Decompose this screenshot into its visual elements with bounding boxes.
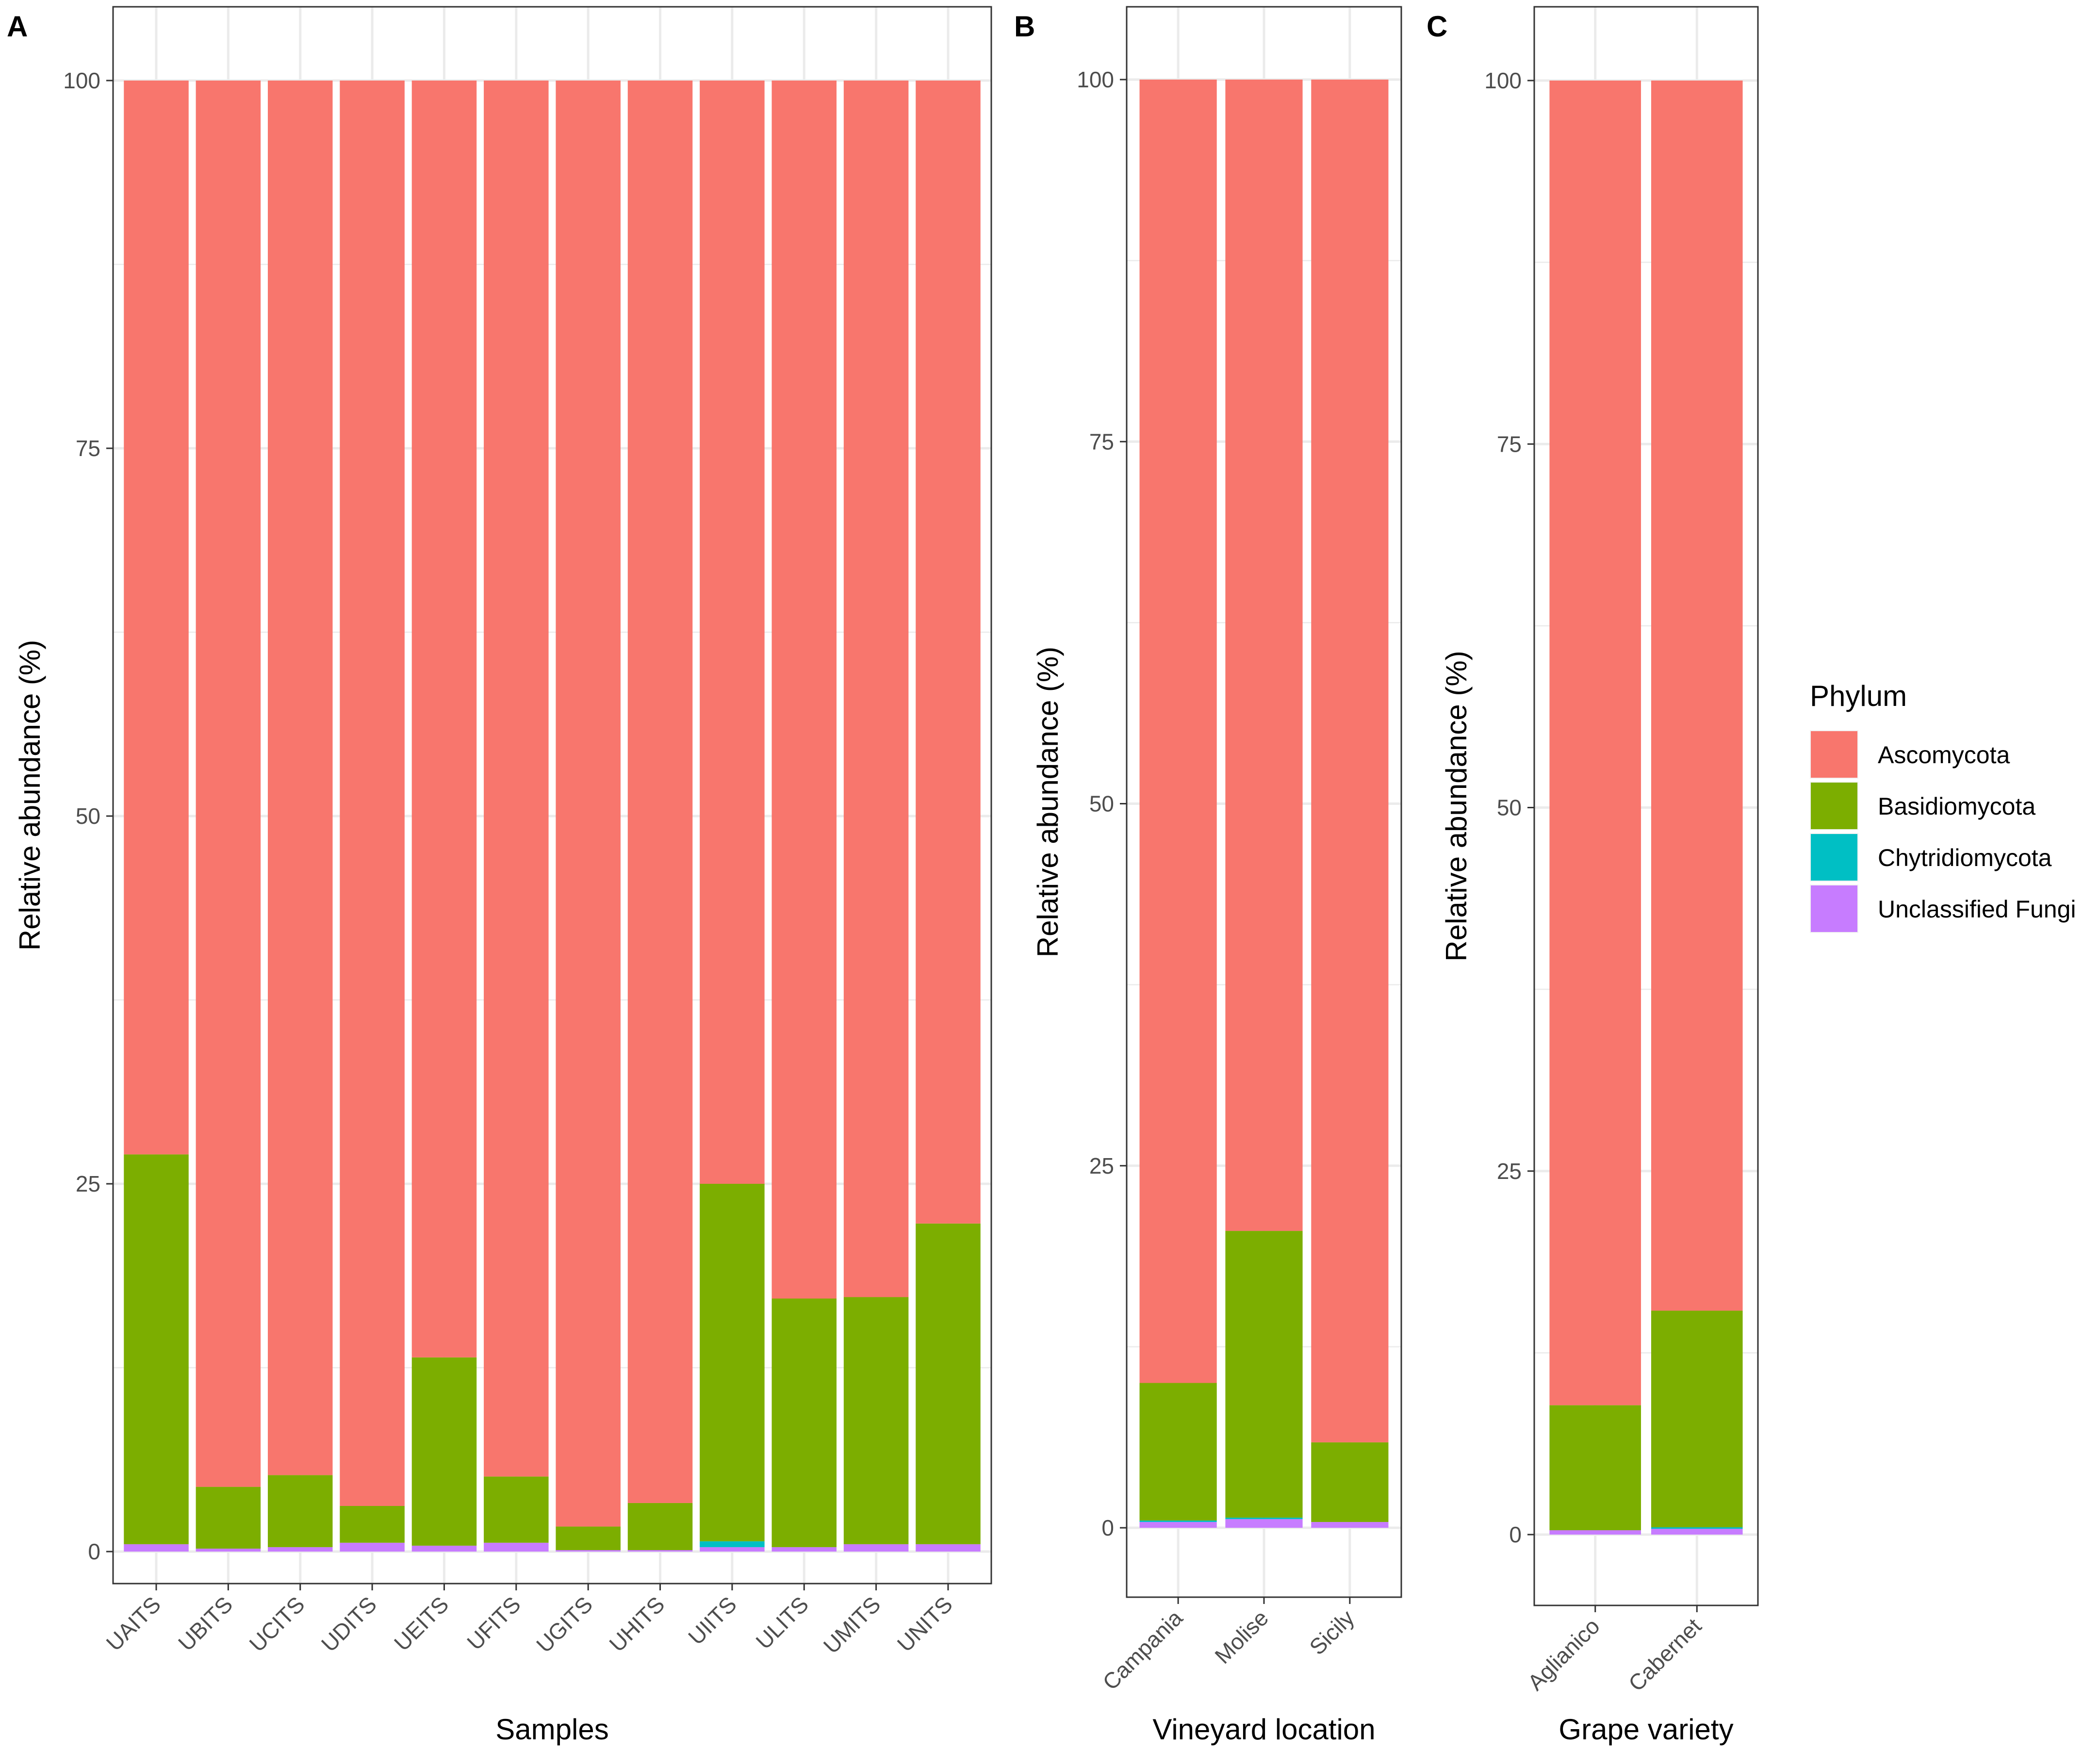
bar-segment-unclassified-fungi	[1549, 1530, 1641, 1535]
y-tick-label: 75	[1089, 429, 1114, 454]
legend-label: Basidiomycota	[1878, 793, 2035, 820]
bar-segment-ascomycota	[771, 81, 837, 1299]
legend-title: Phylum	[1810, 680, 1907, 712]
legend-label: Ascomycota	[1878, 741, 2010, 769]
bar-segment-chytridiomycota	[1139, 1521, 1217, 1522]
bar-segment-basidiomycota	[1139, 1383, 1217, 1521]
bar-segment-ascomycota	[196, 81, 261, 1487]
bar-segment-ascomycota	[700, 81, 765, 1184]
bar-segment-basidiomycota	[1225, 1231, 1303, 1518]
bar-segment-ascomycota	[124, 81, 189, 1155]
bar-segment-basidiomycota	[916, 1223, 981, 1544]
y-tick-label: 50	[1089, 791, 1114, 817]
bar-segment-chytridiomycota	[1651, 1527, 1743, 1529]
y-tick-label: 0	[1101, 1515, 1114, 1540]
bar-segment-unclassified-fungi	[1651, 1529, 1743, 1535]
x-axis-title: Vineyard location	[1152, 1713, 1375, 1746]
bar-segment-basidiomycota	[627, 1503, 693, 1550]
bar-segment-basidiomycota	[196, 1487, 261, 1549]
bar-segment-ascomycota	[1225, 80, 1303, 1231]
panel-border	[1533, 6, 1759, 1606]
y-tick-label: 25	[1497, 1159, 1522, 1184]
bar-segment-ascomycota	[916, 81, 981, 1224]
legend-key-ascomycota	[1811, 731, 1857, 778]
y-tick-label: 75	[76, 436, 100, 461]
bar-segment-unclassified-fungi	[700, 1547, 765, 1552]
bar-segment-ascomycota	[1139, 80, 1217, 1383]
y-tick-label: 75	[1497, 431, 1522, 457]
bar-segment-basidiomycota	[1311, 1442, 1389, 1522]
legend-key-basidiomycota	[1811, 783, 1857, 829]
bar-segment-basidiomycota	[267, 1475, 333, 1547]
bar-segment-ascomycota	[1311, 80, 1389, 1442]
bar-segment-ascomycota	[1549, 81, 1641, 1406]
y-axis-title: Relative abundance (%)	[1032, 647, 1064, 957]
y-axis-title: Relative abundance (%)	[1440, 651, 1473, 961]
bar-segment-ascomycota	[484, 81, 549, 1477]
bar-segment-unclassified-fungi	[1225, 1519, 1303, 1528]
bar-segment-ascomycota	[843, 81, 909, 1297]
bar-segment-basidiomycota	[411, 1357, 477, 1546]
bar-segment-unclassified-fungi	[267, 1547, 333, 1552]
bar-segment-unclassified-fungi	[916, 1544, 981, 1552]
bar-segment-basidiomycota	[124, 1154, 189, 1544]
y-tick-label: 0	[88, 1539, 100, 1564]
bar-segment-basidiomycota	[340, 1506, 405, 1543]
y-tick-label: 100	[1077, 67, 1114, 92]
y-tick-label: 100	[63, 68, 100, 93]
bar-segment-unclassified-fungi	[340, 1542, 405, 1552]
x-axis-title: Samples	[495, 1713, 608, 1746]
panel-label: A	[7, 10, 28, 43]
y-tick-label: 0	[1509, 1522, 1522, 1547]
bar-segment-basidiomycota	[556, 1526, 621, 1550]
bar-segment-ascomycota	[340, 81, 405, 1506]
bar-segment-unclassified-fungi	[484, 1542, 549, 1552]
bar-segment-basidiomycota	[843, 1297, 909, 1544]
y-tick-label: 25	[76, 1171, 100, 1196]
legend-items: Ascomycota Basidiomycota Chytridiomycota Un…	[1810, 730, 2076, 933]
y-tick-label: 100	[1484, 68, 1522, 93]
bar-segment-unclassified-fungi	[556, 1550, 621, 1552]
bar-segment-unclassified-fungi	[1311, 1522, 1389, 1528]
bar-segment-unclassified-fungi	[627, 1550, 693, 1552]
y-tick-label: 25	[1089, 1153, 1114, 1178]
bar-segment-ascomycota	[1651, 81, 1743, 1311]
bar-segment-unclassified-fungi	[411, 1545, 477, 1552]
y-tick-label: 50	[1497, 795, 1522, 820]
legend: Phylum Ascomycota Basidiomycota Chytridiom…	[1810, 680, 2076, 933]
bar-segment-ascomycota	[411, 81, 477, 1357]
bar-segment-unclassified-fungi	[843, 1544, 909, 1552]
bar-segment-basidiomycota	[700, 1184, 765, 1541]
y-axis-title: Relative abundance (%)	[14, 640, 46, 950]
bar-segment-unclassified-fungi	[196, 1548, 261, 1552]
bar-segment-unclassified-fungi	[1139, 1522, 1217, 1528]
x-axis-title: Grape variety	[1559, 1713, 1733, 1746]
bar-segment-ascomycota	[556, 81, 621, 1527]
panel-label: C	[1427, 10, 1447, 43]
bar-segment-basidiomycota	[1549, 1405, 1641, 1531]
legend-key-chytridiomycota	[1811, 834, 1857, 881]
legend-label: Unclassified Fungi	[1878, 896, 2076, 923]
bar-segment-unclassified-fungi	[124, 1544, 189, 1552]
bar-segment-unclassified-fungi	[771, 1547, 837, 1552]
bar-segment-basidiomycota	[484, 1476, 549, 1543]
bar-segment-basidiomycota	[771, 1298, 837, 1547]
legend-label: Chytridiomycota	[1878, 844, 2052, 871]
y-tick-label: 50	[76, 803, 100, 829]
panel-border	[112, 6, 992, 1585]
bar-segment-chytridiomycota	[1225, 1518, 1303, 1520]
bar-segment-ascomycota	[267, 81, 333, 1475]
bar-segment-ascomycota	[627, 81, 693, 1503]
bar-segment-chytridiomycota	[700, 1541, 765, 1547]
legend-key-unclassified-fungi	[1811, 885, 1857, 932]
bar-segment-basidiomycota	[1651, 1310, 1743, 1528]
panel-label: B	[1014, 10, 1035, 43]
